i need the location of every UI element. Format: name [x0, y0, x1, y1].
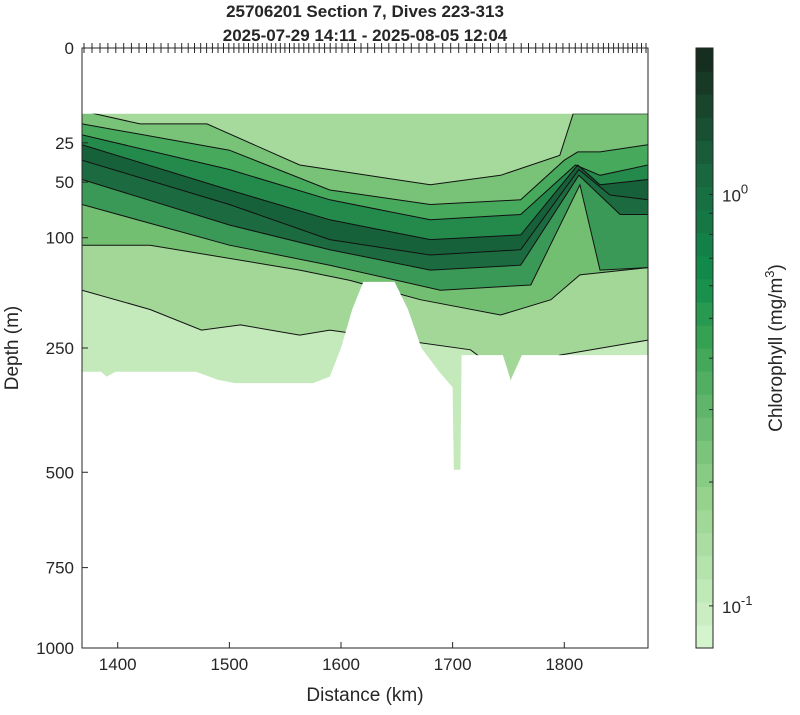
y-axis-label: Depth (m): [2, 306, 23, 390]
x-tick-label: 1600: [322, 655, 360, 674]
y-tick-label: 50: [55, 173, 74, 192]
contour-line: [82, 244, 648, 316]
x-axis-label: Distance (km): [306, 685, 423, 706]
colorbar-tick-label: 10-1: [722, 593, 752, 617]
contour-line: [82, 183, 648, 291]
colorbar-step: [696, 601, 713, 626]
colorbar-step: [696, 209, 713, 234]
contour-line: [82, 159, 648, 256]
colorbar: [696, 48, 713, 649]
y-axis: 0 25 50 100 250 500 750 1000: [36, 39, 88, 658]
tick-base: 10: [722, 186, 741, 205]
colorbar-frame: [695, 47, 714, 649]
colorbar-label: Chlorophyll (mg/m3): [762, 264, 787, 432]
colorbar-step: [696, 163, 713, 188]
colorbar-step: [696, 394, 713, 418]
colorbar-step: [696, 301, 713, 326]
colorbar-step: [696, 255, 713, 280]
x-tick-label: 1500: [210, 655, 248, 674]
contour-line: [82, 123, 648, 206]
colorbar-step: [696, 232, 713, 257]
y-tick-label: 500: [46, 463, 74, 482]
colorbar-step: [696, 463, 713, 488]
colorbar-step: [696, 71, 713, 95]
y-tick-label: 250: [46, 339, 74, 358]
colorbar-step: [696, 371, 713, 395]
contour-line: [82, 113, 648, 186]
dive-ticks: [82, 43, 648, 53]
colorbar-step: [696, 94, 713, 118]
colorbar-step: [696, 486, 713, 511]
colorbar-step: [696, 509, 713, 534]
x-tick-label: 1700: [434, 655, 472, 674]
tick-base: 10: [722, 598, 741, 617]
contour-line: [82, 144, 648, 241]
y-tick-label: 1000: [36, 639, 74, 658]
contour-lines: [82, 113, 648, 381]
y-tick-label: 750: [46, 559, 74, 578]
colorbar-step: [696, 532, 713, 557]
x-tick-label: 1400: [99, 655, 137, 674]
colorbar-step: [696, 348, 713, 372]
colorbar-step: [696, 578, 713, 603]
colorbar-step: [696, 555, 713, 580]
colorbar-step: [696, 440, 713, 464]
x-tick-label: 1800: [545, 655, 583, 674]
x-axis: 1400 1500 1600 1700 1800: [99, 642, 583, 674]
contour-line: [82, 134, 648, 221]
chart-title: 25706201 Section 7, Dives 223-313: [226, 2, 504, 21]
colorbar-step: [696, 140, 713, 164]
tick-exponent: 0: [741, 181, 748, 196]
colorbar-step: [696, 117, 713, 141]
colorbar-step: [696, 48, 713, 72]
colorbar-step: [696, 324, 713, 349]
colorbar-step: [696, 278, 713, 303]
colorbar-step: [696, 417, 713, 441]
contour-line: [82, 174, 648, 271]
y-tick-label: 25: [55, 134, 74, 153]
tick-exponent: -1: [741, 593, 753, 608]
colorbar-step: [696, 624, 713, 649]
y-tick-label: 0: [65, 39, 74, 58]
chart-subtitle: 2025-07-29 14:11 - 2025-08-05 12:04: [223, 26, 508, 45]
colorbar-step: [696, 186, 713, 211]
colorbar-tick-label: 100: [722, 181, 748, 205]
y-tick-label: 100: [46, 229, 74, 248]
